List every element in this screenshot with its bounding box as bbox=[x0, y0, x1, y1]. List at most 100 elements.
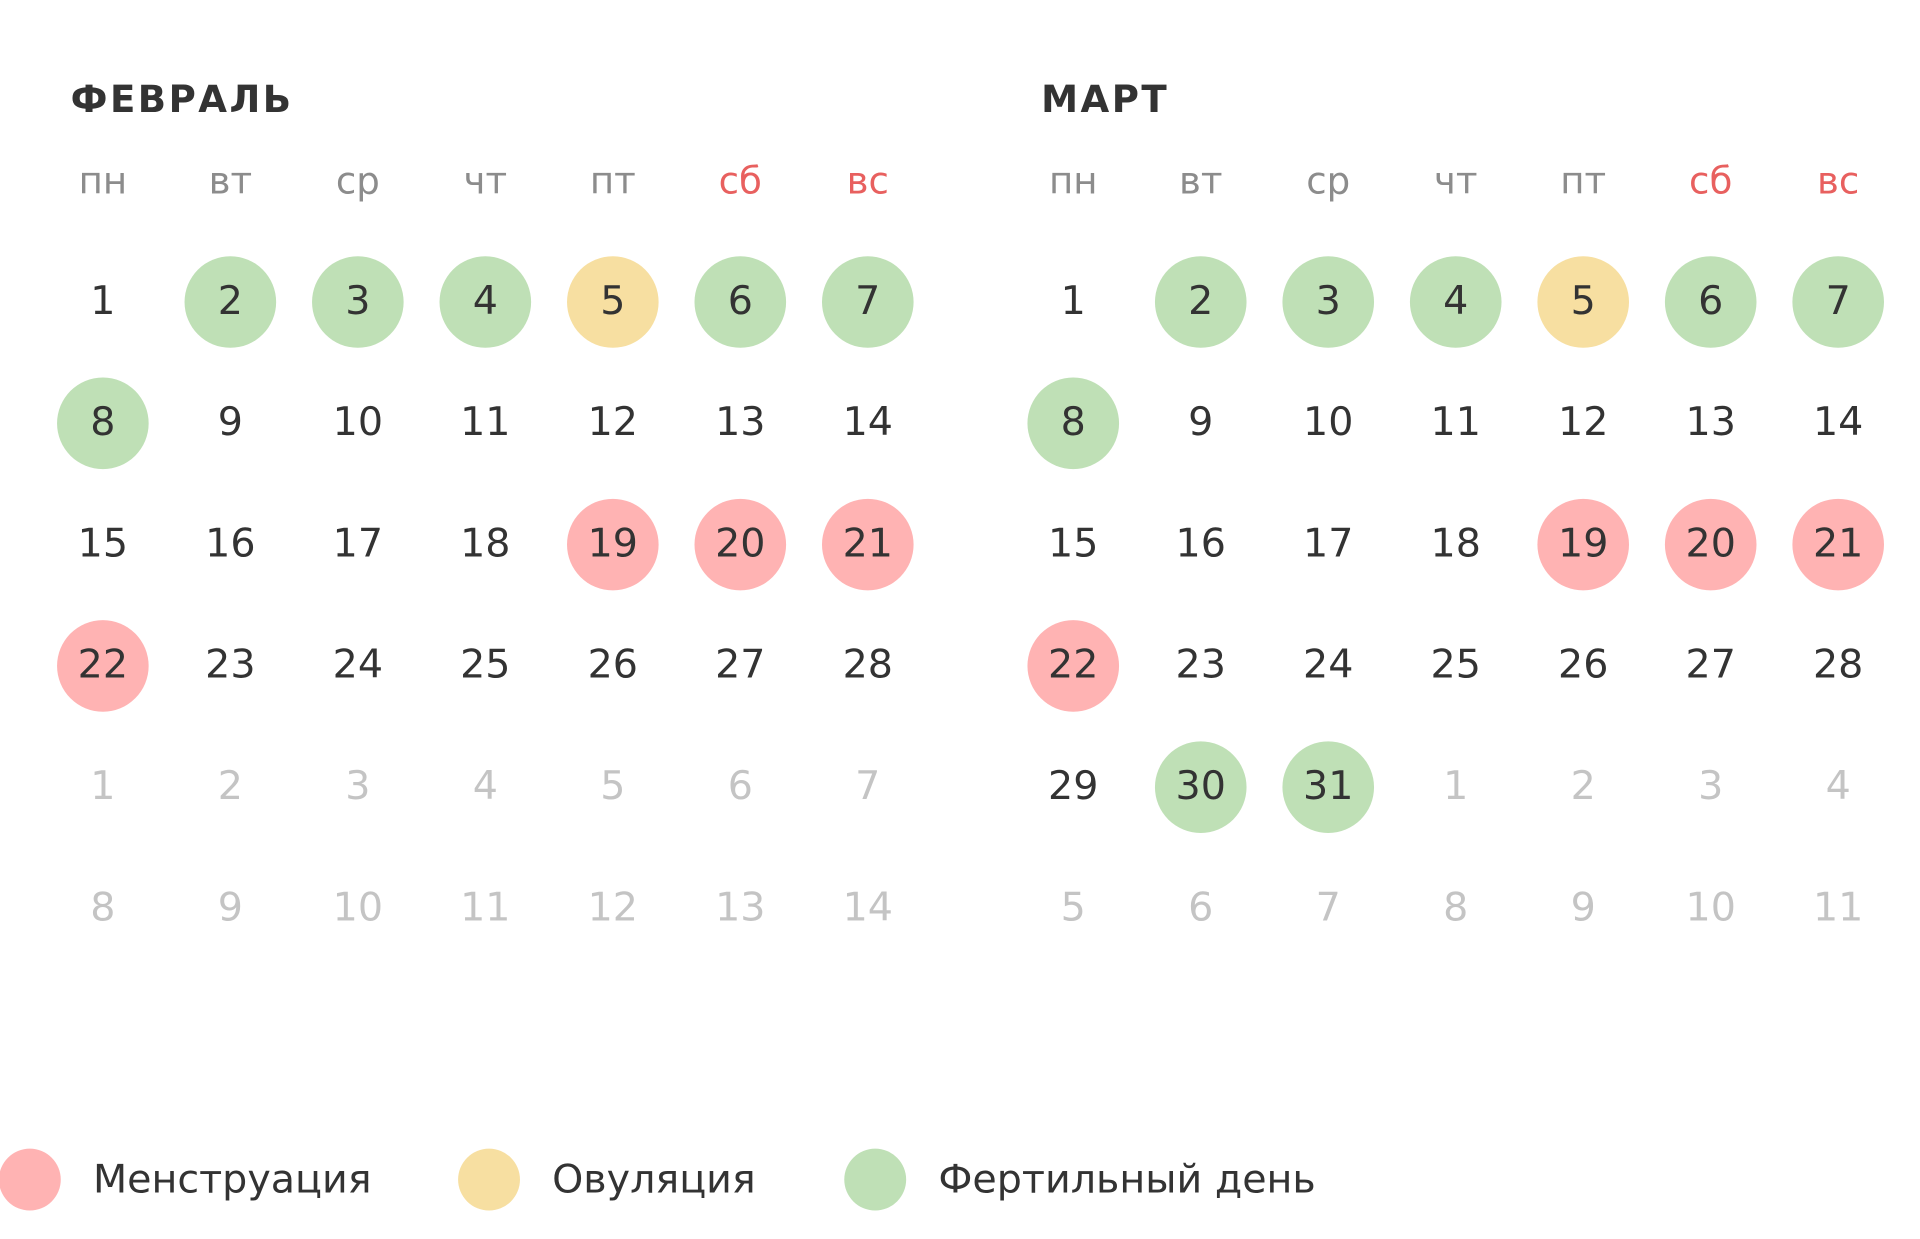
day: 21 bbox=[1813, 520, 1863, 566]
day: 19 bbox=[1558, 520, 1608, 566]
day: 2 bbox=[218, 763, 243, 809]
day-marker bbox=[1537, 256, 1630, 348]
day: 6 bbox=[1188, 884, 1213, 930]
day-marker bbox=[1154, 256, 1247, 348]
weekday: ср bbox=[1306, 160, 1350, 203]
day-marker bbox=[1537, 498, 1630, 591]
day: 22 bbox=[78, 642, 128, 688]
month-title: ФЕВРАЛЬ bbox=[71, 78, 294, 121]
day: 7 bbox=[1826, 278, 1851, 324]
day: 5 bbox=[1061, 884, 1086, 930]
day: 8 bbox=[90, 884, 115, 930]
day: 14 bbox=[843, 884, 893, 930]
day: 10 bbox=[333, 884, 383, 930]
day: 2 bbox=[1188, 278, 1213, 324]
day: 13 bbox=[715, 399, 765, 445]
weekday: пт bbox=[1560, 160, 1606, 203]
day-marker bbox=[567, 256, 659, 348]
day: 9 bbox=[218, 399, 243, 445]
day: 7 bbox=[855, 278, 880, 324]
day: 27 bbox=[715, 642, 765, 688]
day: 4 bbox=[473, 278, 498, 324]
day-marker bbox=[1027, 377, 1120, 470]
day: 8 bbox=[90, 399, 115, 445]
day: 15 bbox=[78, 520, 128, 566]
day: 9 bbox=[218, 884, 243, 930]
day: 3 bbox=[1316, 278, 1341, 324]
day: 15 bbox=[1048, 520, 1098, 566]
weekday: пн bbox=[79, 160, 128, 203]
day-marker bbox=[1409, 256, 1502, 348]
weekday: чт bbox=[464, 160, 508, 203]
day: 18 bbox=[1431, 520, 1481, 566]
day: 8 bbox=[1443, 884, 1468, 930]
day: 27 bbox=[1686, 642, 1736, 688]
day-marker bbox=[694, 498, 787, 591]
day-marker bbox=[694, 256, 787, 348]
day: 11 bbox=[1813, 884, 1863, 930]
weekday: пт bbox=[590, 160, 636, 203]
day: 24 bbox=[1303, 642, 1353, 688]
day: 30 bbox=[1176, 763, 1226, 809]
day: 1 bbox=[90, 763, 115, 809]
day: 19 bbox=[588, 520, 638, 566]
day-marker bbox=[1664, 256, 1757, 348]
day-marker bbox=[1792, 256, 1884, 348]
day: 24 bbox=[333, 642, 383, 688]
day: 16 bbox=[1176, 520, 1226, 566]
day: 2 bbox=[1571, 763, 1596, 809]
day: 3 bbox=[345, 763, 370, 809]
day: 3 bbox=[1698, 763, 1723, 809]
day: 23 bbox=[205, 642, 255, 688]
day: 6 bbox=[728, 278, 753, 324]
day: 12 bbox=[1558, 399, 1608, 445]
day-marker bbox=[57, 377, 149, 470]
day: 9 bbox=[1188, 399, 1213, 445]
day: 17 bbox=[1303, 520, 1353, 566]
day: 4 bbox=[1826, 763, 1851, 809]
day: 9 bbox=[1571, 884, 1596, 930]
day: 1 bbox=[90, 278, 115, 324]
day: 6 bbox=[1698, 278, 1723, 324]
day: 5 bbox=[1571, 278, 1596, 324]
day: 26 bbox=[1558, 642, 1608, 688]
weekday: вт bbox=[1179, 160, 1223, 203]
day: 16 bbox=[205, 520, 255, 566]
day-marker bbox=[567, 498, 659, 591]
day: 21 bbox=[843, 520, 893, 566]
day: 10 bbox=[1303, 399, 1353, 445]
day-marker bbox=[821, 256, 914, 348]
day: 2 bbox=[218, 278, 243, 324]
day: 14 bbox=[1813, 399, 1863, 445]
day: 11 bbox=[1431, 399, 1481, 445]
day-marker bbox=[57, 620, 149, 712]
weekday: вс bbox=[847, 160, 889, 203]
day: 6 bbox=[728, 763, 753, 809]
day: 28 bbox=[1813, 642, 1863, 688]
weekday: вт bbox=[209, 160, 253, 203]
day-marker bbox=[1027, 620, 1120, 712]
legend-swatch bbox=[458, 1148, 520, 1211]
legend-label: Овуляция bbox=[552, 1157, 756, 1203]
legend-swatch bbox=[844, 1148, 907, 1211]
day: 7 bbox=[1316, 884, 1341, 930]
day-marker bbox=[184, 256, 277, 348]
day: 20 bbox=[1686, 520, 1736, 566]
day: 1 bbox=[1061, 278, 1086, 324]
weekday: сб bbox=[719, 160, 762, 203]
day: 3 bbox=[345, 278, 370, 324]
day: 12 bbox=[588, 399, 638, 445]
day: 13 bbox=[715, 884, 765, 930]
day: 31 bbox=[1303, 763, 1353, 809]
day: 18 bbox=[460, 520, 510, 566]
day: 20 bbox=[715, 520, 765, 566]
weekday: вс bbox=[1817, 160, 1859, 203]
day: 1 bbox=[1443, 763, 1468, 809]
day: 4 bbox=[1443, 278, 1468, 324]
weekday: пн bbox=[1049, 160, 1098, 203]
day: 25 bbox=[1431, 642, 1481, 688]
day: 29 bbox=[1048, 763, 1098, 809]
weekday: ср bbox=[336, 160, 380, 203]
day-marker bbox=[1792, 498, 1884, 591]
